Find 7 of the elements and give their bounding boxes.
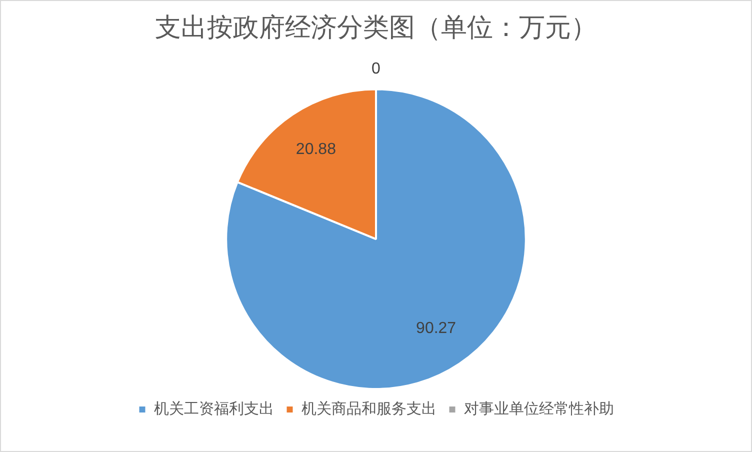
legend-label: 机关工资福利支出 (154, 400, 274, 418)
data-label: 90.27 (416, 320, 456, 338)
data-label: 20.88 (296, 140, 336, 158)
text: 0 (372, 60, 380, 78)
legend-label: 机关商品和服务支出 (301, 400, 436, 418)
legend-label: 对事业单位经常性补助 (464, 400, 614, 418)
chart-title: 支出按政府经济分类图（单位：万元） (155, 12, 597, 42)
